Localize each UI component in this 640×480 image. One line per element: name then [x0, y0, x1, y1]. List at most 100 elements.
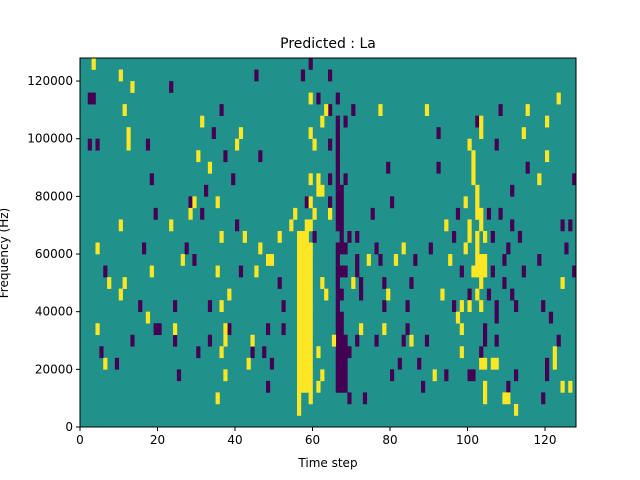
y-tick-label: 0 [65, 420, 73, 434]
heatmap-cell-high [483, 254, 488, 266]
heatmap-cell-low [184, 242, 189, 255]
heatmap-cell-high [297, 403, 302, 416]
heatmap-cell-low [502, 254, 507, 266]
heatmap-cell-high [479, 219, 484, 232]
heatmap-cell-high [463, 196, 468, 209]
heatmap-cell-high [475, 207, 480, 220]
heatmap-cell-high [316, 184, 321, 197]
x-axis: 0 20 40 60 80 100 120 [76, 427, 556, 447]
heatmap-cell-low [335, 242, 340, 255]
heatmap-cell-low [335, 369, 340, 382]
heatmap-cell-low [343, 334, 348, 347]
heatmap-cell-low [300, 69, 306, 82]
heatmap-cell-low [227, 323, 232, 336]
heatmap-cell-high [304, 230, 309, 243]
heatmap-cell-low [328, 138, 333, 151]
x-axis-label: Time step [297, 456, 357, 470]
heatmap-cell-low [428, 242, 433, 255]
heatmap-cell-high [304, 219, 309, 232]
heatmap-cell-high [304, 334, 309, 347]
heatmap-cell-low [475, 115, 480, 128]
heatmap-cell-high [297, 380, 302, 393]
heatmap-cell-high [308, 346, 313, 359]
heatmap-cell-high [304, 380, 309, 393]
heatmap-cell-high [475, 254, 480, 266]
heatmap-cell-high [308, 392, 313, 405]
heatmap-cell-high [409, 334, 414, 347]
heatmap-cell-low [359, 288, 364, 301]
heatmap-cell-high [479, 357, 484, 370]
heatmap-cell-high [91, 58, 96, 70]
heatmap-cell-high [440, 288, 445, 301]
heatmap-cell-low [153, 207, 158, 220]
heatmap-cell-high [246, 357, 251, 370]
heatmap-cell-high [308, 173, 313, 186]
heatmap-cell-high [300, 311, 306, 324]
heatmap-cell-low [572, 265, 577, 278]
y-tick-label: 60000 [35, 247, 73, 261]
heatmap-cell-high [308, 277, 313, 289]
y-tick-label: 80000 [35, 189, 73, 203]
heatmap-cell-low [173, 334, 178, 347]
heatmap-cell-low [196, 346, 201, 359]
heatmap-cell-high [448, 254, 453, 266]
heatmap-cell-high [324, 288, 329, 301]
heatmap-cell-low [235, 219, 240, 232]
heatmap-cell-low [335, 196, 340, 209]
heatmap-cell-high [401, 242, 406, 255]
y-tick-label: 100000 [27, 132, 73, 146]
x-tick-label: 40 [227, 433, 242, 447]
heatmap-cell-high [180, 254, 185, 266]
heatmap-cell-high [95, 323, 100, 336]
heatmap-cell-low [479, 346, 484, 359]
heatmap-cell-low [281, 323, 286, 336]
heatmap-cell-low [335, 357, 340, 370]
heatmap-cell-high [490, 357, 495, 370]
heatmap-cell-high [479, 277, 484, 289]
heatmap-cell-high [475, 230, 480, 243]
heatmap-cell-high [560, 380, 565, 393]
heatmap-cell-low [343, 380, 348, 393]
heatmap-cell-low [413, 254, 418, 266]
heatmap-cell-high [215, 392, 220, 405]
heatmap-cell-high [506, 392, 511, 405]
heatmap-cell-high [304, 265, 309, 278]
heatmap-cell-high [145, 311, 151, 324]
heatmap-cell-low [258, 150, 263, 163]
chart-title: Predicted : La [280, 36, 376, 52]
heatmap-cell-low [444, 369, 449, 382]
heatmap-cell-high [297, 277, 302, 289]
heatmap-cell-low [548, 311, 554, 324]
heatmap-cell-low [153, 323, 158, 336]
heatmap-cell-high [479, 254, 484, 266]
heatmap-cell-high [479, 115, 484, 128]
heatmap-cell-low [378, 254, 383, 266]
heatmap-cell-low [347, 346, 352, 359]
heatmap-cell-low [343, 357, 348, 370]
heatmap-cell-high [479, 127, 484, 140]
x-tick-label: 60 [305, 433, 320, 447]
heatmap-cell-high [308, 300, 313, 312]
heatmap-cell-low [560, 219, 565, 232]
heatmap-cell-low [335, 323, 340, 336]
heatmap-cell-low [277, 277, 282, 289]
heatmap-cell-high [475, 265, 480, 278]
heatmap-cell-high [521, 127, 526, 140]
heatmap-cell-high [200, 115, 205, 128]
heatmap-cell-high [297, 254, 302, 266]
heatmap-cell-high [304, 300, 309, 312]
heatmap-cell-high [479, 300, 484, 312]
heatmap-cell-high [320, 115, 325, 128]
heatmap-cell-high [118, 219, 123, 232]
heatmap-cell-low [514, 300, 519, 312]
heatmap-cell-high [545, 150, 550, 163]
heatmap-cell-high [393, 254, 399, 266]
heatmap-cell-high [304, 288, 309, 301]
heatmap-cell-high [308, 380, 313, 393]
heatmap-cell-high [312, 138, 317, 151]
heatmap-cell-high [297, 334, 302, 347]
heatmap-cell-high [556, 92, 561, 105]
heatmap-cell-high [126, 138, 131, 151]
heatmap-cell-high [568, 380, 573, 393]
heatmap-cell-high [502, 392, 507, 405]
